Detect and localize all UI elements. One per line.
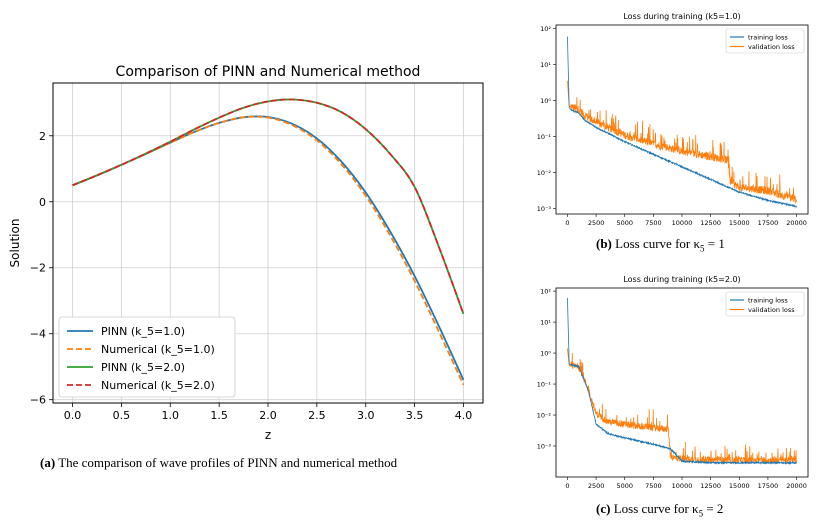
chart-c-ytick-label: 10⁻¹: [537, 381, 552, 389]
chart-a-xtick-label: 0.0: [64, 409, 82, 422]
caption-c-tag: (c): [596, 501, 611, 516]
chart-a-title: Comparison of PINN and Numerical method: [116, 64, 421, 80]
chart-c-xtick-label: 10000: [672, 482, 693, 490]
chart-a-series-line-4: [72, 98, 465, 315]
chart-c-legend-label: validation loss: [748, 306, 795, 314]
chart-c-ytick-label: 10⁰: [540, 350, 551, 358]
chart-a-legend-box: [58, 316, 236, 398]
chart-c-legend-box: [725, 291, 805, 317]
chart-a-xtick-label: 3.0: [357, 409, 375, 422]
chart-a-ytick-label: −2: [30, 262, 46, 275]
chart-c-xtick-label: 2500: [588, 482, 605, 490]
chart-a: Comparison of PINN and Numerical method …: [8, 64, 484, 442]
chart-b-legend-box: [725, 28, 805, 54]
chart-c-xtick-label: 20000: [786, 482, 807, 490]
chart-b-title: Loss during training (k5=1.0): [623, 12, 740, 21]
chart-a-ylabel: Solution: [8, 219, 22, 268]
chart-c-xtick-label: 5000: [616, 482, 633, 490]
chart-c-series-line-2: [567, 348, 797, 465]
chart-b-xtick-label: 15000: [729, 219, 750, 227]
chart-c-xtick-label: 12500: [700, 482, 721, 490]
chart-b-xtick-label: 2500: [588, 219, 605, 227]
chart-a-frame: [52, 82, 484, 404]
chart-b-ytick-label: 10⁻³: [537, 205, 552, 213]
chart-b-xtick-label: 17500: [758, 219, 779, 227]
caption-b-sub: 5: [700, 243, 705, 254]
chart-a-xlabel: z: [265, 428, 271, 442]
caption-c: (c) Loss curve for κ5 = 2: [596, 501, 723, 519]
chart-a-legend-label: PINN (k_5=2.0): [101, 361, 185, 374]
chart-a-legend-label: Numerical (k_5=1.0): [101, 343, 215, 356]
chart-b-legend-label: validation loss: [748, 43, 795, 51]
caption-a-tag: (a): [40, 455, 56, 470]
caption-a: (a) The comparison of wave profiles of P…: [40, 455, 397, 471]
caption-c-sub: 5: [698, 508, 704, 519]
chart-a-legend-label: PINN (k_5=1.0): [101, 325, 185, 338]
chart-c-ytick-label: 10⁻³: [537, 443, 552, 451]
chart-c-title: Loss during training (k5=2.0): [623, 275, 740, 284]
chart-a-series-line-2: [72, 115, 465, 386]
chart-b-series-line-2: [567, 80, 797, 204]
chart-b-legend-label: training loss: [748, 34, 788, 42]
chart-a-xtick-label: 1.0: [162, 409, 180, 422]
chart-c-xtick-label: 17500: [758, 482, 779, 490]
chart-a-xtick-label: 1.5: [210, 409, 228, 422]
chart-c-ytick-label: 10²: [540, 288, 551, 296]
chart-c-xtick-label: 0: [565, 482, 569, 490]
chart-a-xtick-label: 2.0: [259, 409, 277, 422]
chart-c-ytick-label: 10¹: [540, 319, 551, 327]
chart-b-ytick-label: 10⁰: [540, 97, 551, 105]
caption-b-val: = 1: [707, 236, 725, 251]
caption-b: (b) Loss curve for κ5 = 1: [596, 236, 725, 254]
chart-c: Loss during training (k5=2.0) 0 2500 5000 7…: [537, 275, 809, 490]
caption-c-text: Loss curve for κ: [613, 501, 699, 516]
chart-c-legend-label: training loss: [748, 297, 788, 305]
chart-c-ytick-label: 10⁻²: [537, 412, 552, 420]
chart-b-xtick-label: 5000: [616, 219, 633, 227]
chart-c-series-line-1: [567, 297, 797, 466]
chart-a-ytick-label: −6: [30, 394, 46, 407]
chart-a-xtick-label: 3.5: [406, 409, 424, 422]
chart-a-ytick-label: 0: [39, 196, 46, 209]
chart-b-xtick-label: 10000: [672, 219, 693, 227]
chart-b-ytick-label: 10²: [540, 25, 551, 33]
chart-b-xtick-label: 20000: [786, 219, 807, 227]
chart-b-xtick-label: 12500: [700, 219, 721, 227]
chart-a-xtick-label: 2.5: [308, 409, 326, 422]
chart-b-frame: [555, 24, 809, 215]
chart-b-ytick-label: 10⁻¹: [537, 133, 552, 141]
chart-c-frame: [555, 287, 809, 478]
chart-a-legend-label: Numerical (k_5=2.0): [101, 379, 215, 392]
caption-c-val: = 2: [706, 501, 724, 516]
chart-b-xtick-label: 0: [565, 219, 569, 227]
chart-b-xtick-label: 7500: [645, 219, 662, 227]
chart-a-xtick-label: 0.5: [113, 409, 131, 422]
chart-b-ytick-label: 10⁻²: [537, 169, 552, 177]
caption-b-text: Loss curve for κ: [615, 236, 701, 251]
chart-b-ytick-label: 10¹: [540, 61, 551, 69]
chart-c-xtick-label: 15000: [729, 482, 750, 490]
chart-a-ytick-label: −4: [30, 328, 46, 341]
caption-a-text: The comparison of wave profiles of PINN …: [58, 455, 398, 470]
chart-b: Loss during training (k5=1.0) 0 2500 5000 7…: [537, 12, 809, 227]
caption-b-tag: (b): [596, 236, 612, 251]
chart-a-ytick-label: 2: [39, 130, 46, 143]
chart-b-series-line-1: [567, 36, 797, 209]
chart-c-xtick-label: 7500: [645, 482, 662, 490]
chart-a-xtick-label: 4.0: [455, 409, 473, 422]
